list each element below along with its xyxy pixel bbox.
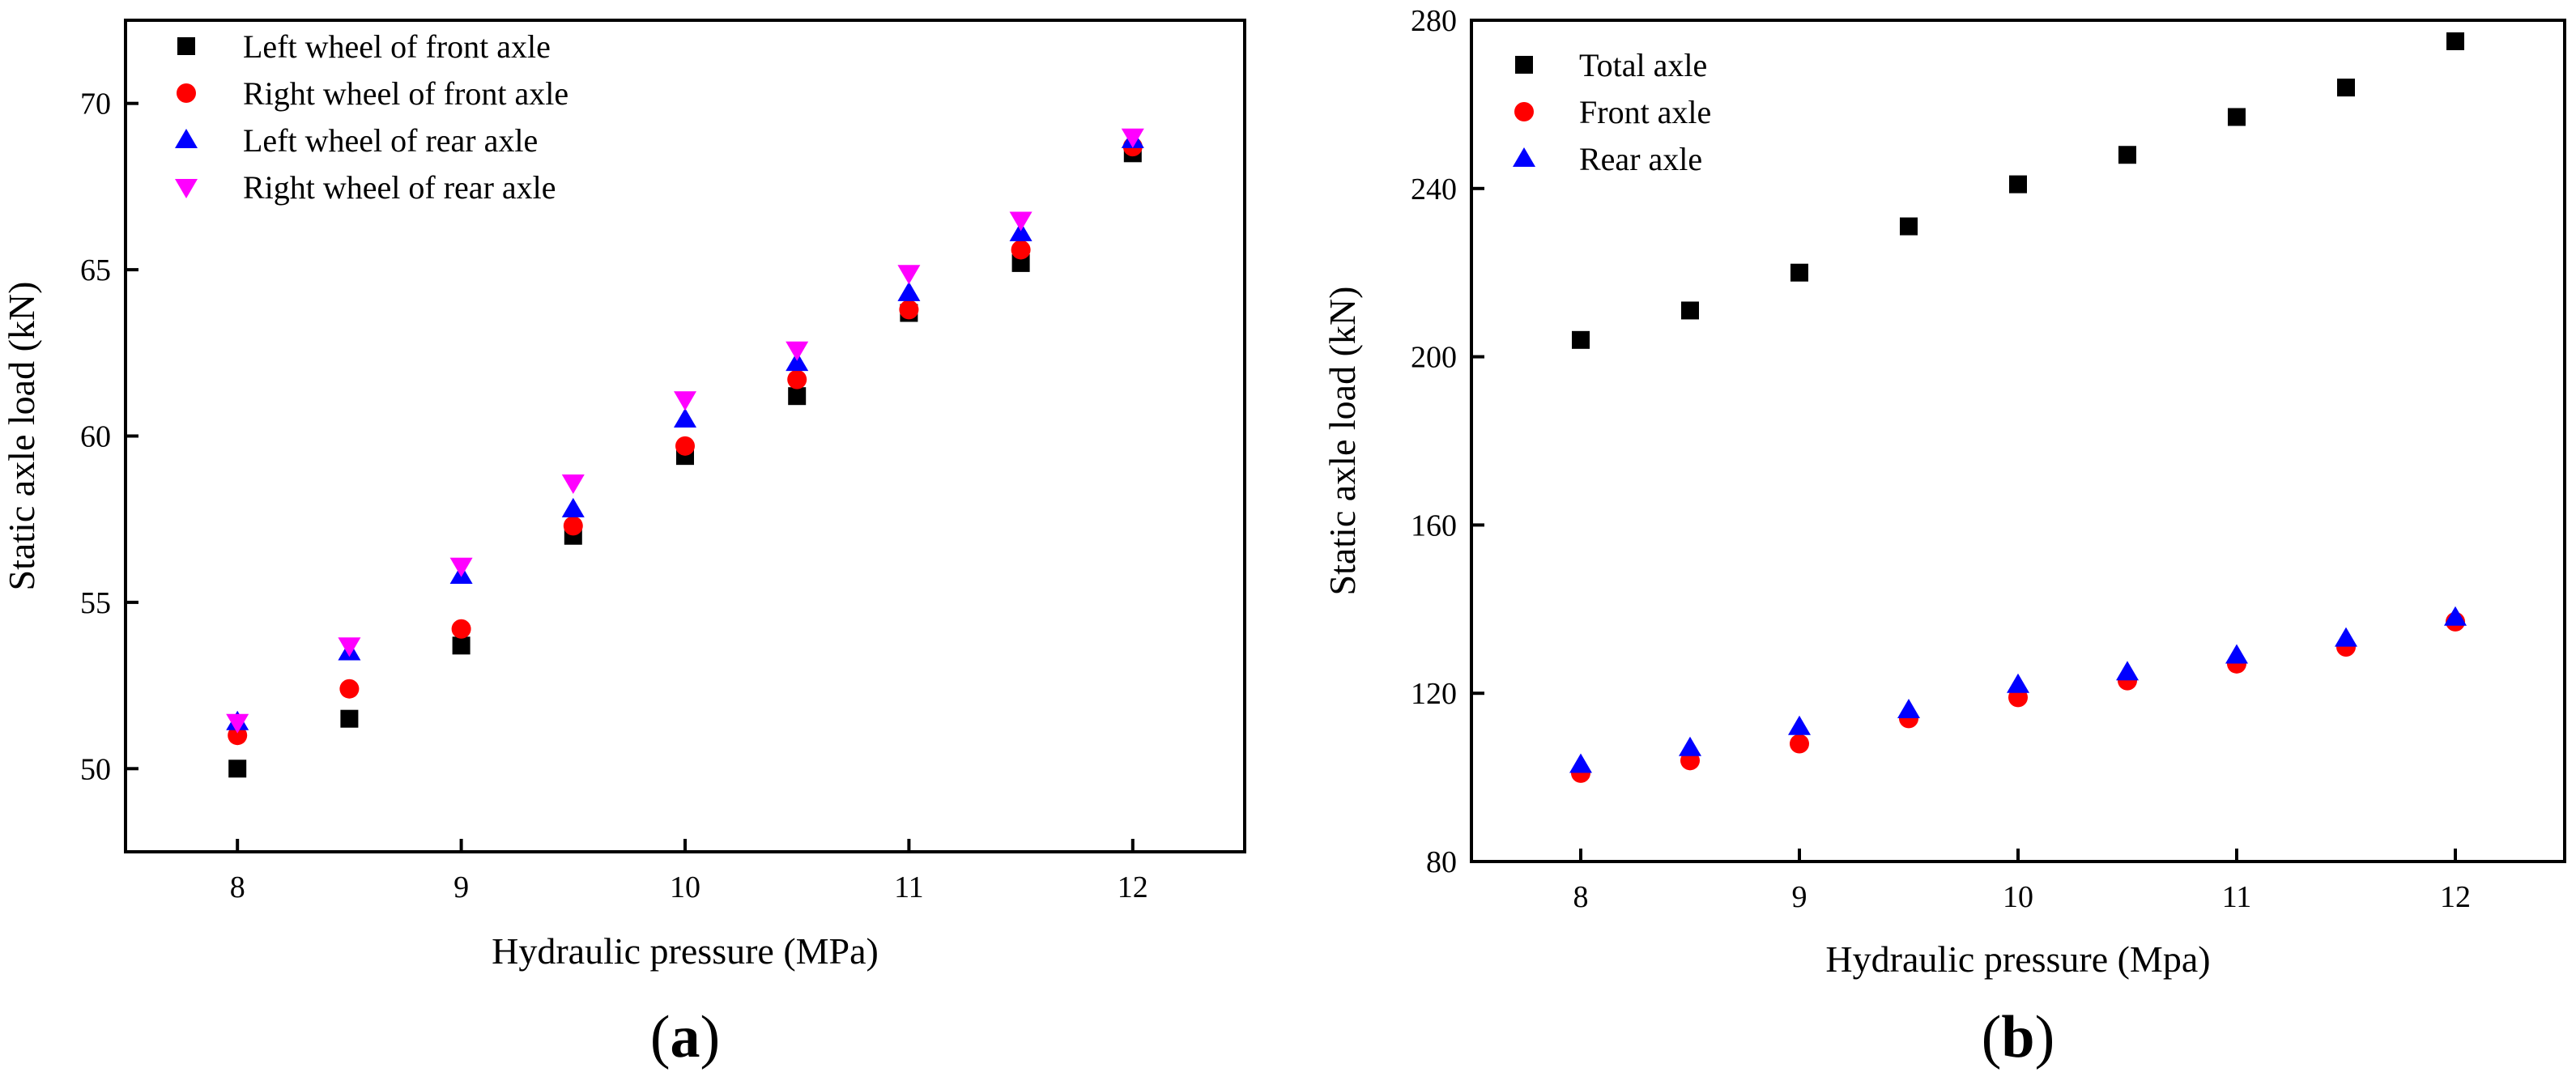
data-point-b-3 — [2335, 627, 2357, 647]
x-axis-label-b: Hydraulic pressure (Mpa) — [1825, 938, 2210, 980]
y-tick-label-b: 240 — [1411, 172, 1457, 206]
legend-marker-b — [1514, 102, 1534, 121]
data-point-b-1 — [1681, 301, 1699, 320]
data-point-a-3 — [786, 351, 809, 372]
data-point-a-1 — [228, 760, 247, 778]
legend-label-a: Right wheel of front axle — [243, 75, 568, 112]
data-point-a-1 — [1011, 253, 1030, 272]
data-point-a-2 — [451, 619, 471, 639]
data-point-a-1 — [788, 387, 807, 406]
legend-marker-b — [1515, 56, 1533, 74]
y-tick-label-a: 55 — [80, 586, 111, 620]
legend-label-a: Left wheel of rear axle — [243, 122, 538, 159]
data-point-a-3 — [674, 407, 696, 428]
chart-panel-a: 8 9 10 11 12 50 55 60 65 70 Hydraulic pressure (MP… — [1, 19, 1246, 1070]
y-tick-label-b: 280 — [1411, 4, 1457, 38]
data-point-a-2 — [787, 369, 807, 389]
y-tick-label-b: 120 — [1411, 677, 1457, 711]
data-point-a-2 — [675, 436, 695, 456]
series-a-4 — [226, 128, 1144, 734]
y-tick-label-b: 160 — [1411, 508, 1457, 542]
data-point-b-1 — [2228, 108, 2246, 126]
data-point-b-3 — [2007, 673, 2029, 693]
legend-marker-a — [177, 83, 196, 103]
data-point-a-2 — [339, 679, 360, 699]
data-point-a-3 — [897, 281, 921, 301]
data-point-b-3 — [2444, 606, 2467, 626]
y-tick-label-b: 80 — [1426, 845, 1457, 879]
data-point-a-2 — [1011, 240, 1031, 260]
data-point-b-3 — [2225, 644, 2248, 664]
x-tick-label-a: 12 — [1118, 870, 1148, 904]
data-point-b-3 — [1679, 736, 1701, 756]
x-tick-label-b: 8 — [1573, 880, 1589, 914]
data-point-b-3 — [1569, 753, 1592, 773]
x-tick-label-a: 11 — [894, 870, 924, 904]
legend-label-b: Rear axle — [1579, 141, 1702, 177]
legend-b: Total axle Front axle Rear axle — [1513, 47, 1711, 177]
panel-label-b: (b) — [1982, 1004, 2054, 1070]
data-point-a-4 — [786, 341, 809, 361]
data-point-a-2 — [899, 300, 919, 320]
legend-label-b: Total axle — [1579, 47, 1707, 83]
x-tick-label-a: 10 — [670, 870, 700, 904]
series-b-3 — [1569, 606, 2467, 773]
series-a-2 — [228, 137, 1143, 746]
legend-label-a: Left wheel of front axle — [243, 28, 551, 65]
data-point-a-4 — [561, 474, 585, 495]
legend-marker-b — [1513, 147, 1535, 167]
x-tick-label-b: 9 — [1792, 880, 1807, 914]
data-point-b-1 — [2337, 79, 2355, 97]
data-point-b-1 — [1572, 330, 1590, 349]
data-point-b-1 — [2118, 146, 2136, 164]
chart-panel-b: 8 9 10 11 12 80 120 160 200 240 280 Hydraulic press… — [1322, 4, 2566, 1070]
data-point-a-4 — [1121, 128, 1144, 148]
panel-label-a: (a) — [650, 1004, 720, 1070]
data-point-b-1 — [1900, 217, 1918, 236]
legend-marker-a — [175, 179, 198, 198]
data-point-a-4 — [338, 637, 361, 657]
y-tick-label-a: 60 — [80, 420, 111, 454]
series-a-1 — [228, 144, 1142, 778]
data-point-a-2 — [563, 516, 583, 536]
data-point-b-2 — [1790, 734, 1809, 754]
x-tick-label-a: 8 — [230, 870, 245, 904]
x-tick-label-a: 9 — [453, 870, 469, 904]
data-point-b-3 — [1897, 698, 1920, 718]
data-point-b-1 — [2009, 175, 2027, 194]
data-point-a-3 — [561, 497, 585, 517]
legend-marker-a — [175, 129, 198, 148]
y-axis-label-b: Static axle load (kN) — [1322, 287, 1363, 596]
legend-label-a: Right wheel of rear axle — [243, 169, 556, 206]
legend-a: Left wheel of front axle Right wheel of f… — [175, 28, 568, 206]
legend-marker-a — [177, 37, 195, 55]
series-a-3 — [226, 128, 1144, 730]
y-tick-label-a: 65 — [80, 253, 111, 287]
x-tick-label-b: 10 — [2003, 880, 2033, 914]
data-point-b-1 — [2446, 32, 2464, 50]
x-axis-label-a: Hydraulic pressure (MPa) — [492, 930, 879, 972]
data-point-b-3 — [1788, 715, 1811, 735]
y-axis-label-a: Static axle load (kN) — [1, 282, 42, 591]
x-tick-label-b: 11 — [2222, 880, 2252, 914]
data-point-a-4 — [897, 265, 921, 285]
x-tick-label-b: 12 — [2440, 880, 2471, 914]
series-b-1 — [1572, 32, 2464, 349]
data-point-b-1 — [1790, 263, 1808, 282]
data-point-a-3 — [1009, 221, 1033, 241]
data-point-a-4 — [674, 391, 696, 411]
data-point-a-4 — [449, 557, 473, 577]
data-point-a-1 — [452, 636, 470, 655]
series-b-2 — [1571, 611, 2465, 783]
data-point-b-3 — [2116, 661, 2139, 681]
data-point-a-4 — [1009, 211, 1033, 232]
y-tick-label-a: 70 — [80, 87, 111, 121]
legend-label-b: Front axle — [1579, 94, 1711, 130]
y-tick-label-b: 200 — [1411, 341, 1457, 375]
data-point-a-1 — [340, 709, 359, 728]
data-point-a-2 — [228, 725, 248, 746]
data-point-a-4 — [226, 713, 249, 734]
y-tick-label-a: 50 — [80, 752, 111, 786]
